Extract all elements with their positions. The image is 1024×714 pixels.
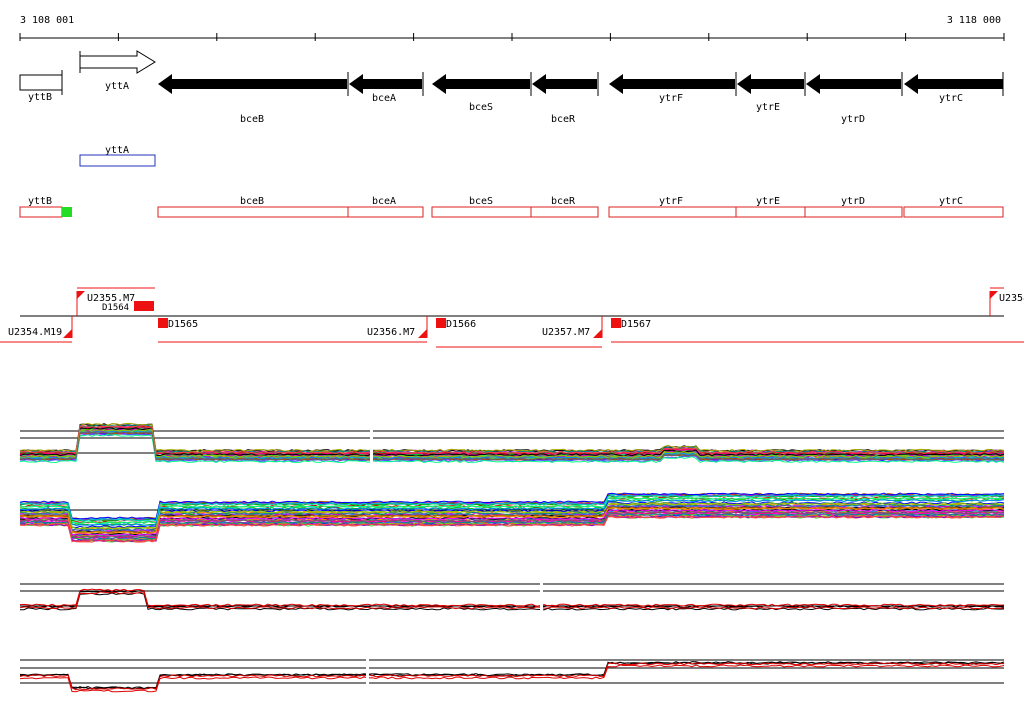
feature-flag-icon[interactable] — [593, 329, 602, 338]
gene-label-bceS: bceS — [469, 102, 493, 113]
gene-label-bceB: bceB — [240, 114, 264, 125]
cds-bceB-box[interactable] — [157, 206, 349, 218]
unit-label-U2357: U2357.M7 — [542, 327, 590, 338]
gene-label-yttB: yttB — [28, 92, 52, 103]
feature-flag-icon[interactable] — [418, 329, 427, 338]
gene-yttA-arrow[interactable] — [79, 50, 156, 74]
gene-label-yttA: yttA — [105, 81, 129, 92]
cds-ytrE-box[interactable] — [735, 206, 806, 218]
feature-D1565-marker[interactable] — [158, 318, 168, 328]
ruler-start-label: 3 108 001 — [20, 15, 74, 26]
gene-ytrF-arrow[interactable] — [609, 74, 735, 94]
expression-track-reverse — [19, 492, 1005, 543]
profile-line — [19, 510, 1005, 539]
unit-label-U2356: U2356.M7 — [367, 327, 415, 338]
gene-label-ytrF: ytrF — [659, 93, 683, 104]
cds-yttB-box[interactable] — [19, 206, 63, 218]
cds-label-ytrE: ytrE — [756, 196, 780, 207]
profile-line — [19, 430, 1005, 460]
profile-line — [19, 492, 1005, 520]
cds-label-ytrC: ytrC — [939, 196, 963, 207]
cds-bceS-box[interactable] — [431, 206, 532, 218]
profile-line — [19, 425, 1004, 454]
profile-line — [19, 499, 1005, 527]
transcription-unit-track: U2355.M7 D1564 U2354.M19 D1565 U2356.M7 … — [0, 287, 1024, 348]
feature-D1566-marker[interactable] — [436, 318, 446, 328]
cds-label-bceR: bceR — [551, 196, 576, 207]
profile-line — [19, 502, 1005, 530]
overlap-label: D1564 — [102, 303, 129, 313]
profile-line — [19, 494, 1004, 522]
ruler-ticks — [19, 33, 1005, 41]
profile-line — [19, 507, 1005, 535]
ruler: 3 108 001 3 118 000 — [19, 15, 1005, 41]
gene-label-bceA: bceA — [372, 93, 396, 104]
feature-red-block[interactable] — [134, 301, 154, 311]
gene-bceR-arrow[interactable] — [532, 74, 597, 94]
cds-ytrC-box[interactable] — [903, 206, 1004, 218]
ruler-end-label: 3 118 000 — [947, 15, 1001, 26]
gene-bceA-arrow[interactable] — [349, 74, 422, 94]
cds-label-bceS: bceS — [469, 196, 493, 207]
cds-label-ytrF: ytrF — [659, 196, 683, 207]
gene-ytrE-arrow[interactable] — [737, 74, 804, 94]
profile-gap — [540, 578, 543, 618]
cds-label-ytrD: ytrD — [841, 196, 865, 207]
profile-line — [19, 502, 1004, 530]
gene-ytrC-arrow[interactable] — [904, 74, 1003, 94]
profile-line — [19, 506, 1005, 534]
profile-line — [19, 590, 1005, 609]
profile-line — [19, 422, 1005, 452]
profile-line — [19, 433, 1005, 464]
transcript-yttA-box[interactable] — [79, 154, 156, 167]
gene-yttB-box[interactable] — [19, 74, 63, 91]
cds-ytrF-box[interactable] — [608, 206, 737, 218]
unit-label-U2354: U2354.M19 — [8, 327, 62, 338]
gene-bceB-arrow[interactable] — [158, 74, 347, 94]
profile-line — [19, 662, 1005, 691]
gene-label-bceR: bceR — [551, 114, 576, 125]
forward-transcript-track: yttA — [79, 145, 156, 167]
profile-line — [19, 588, 1005, 607]
feature-flag-icon[interactable] — [77, 291, 85, 299]
gene-track: yttB yttA bceB bceA bceS bceR ytrF ytrE … — [19, 50, 1004, 125]
expression-summary-forward — [19, 583, 1005, 611]
profile-line — [19, 515, 1005, 543]
profile-line — [19, 431, 1005, 461]
cds-ytrD-box[interactable] — [804, 206, 903, 218]
feature-label-D1565: D1565 — [168, 319, 198, 330]
gene-ytrD-arrow[interactable] — [806, 74, 901, 94]
expression-track-forward — [19, 422, 1005, 464]
unit-label-U2358: U2358 — [999, 293, 1024, 304]
feature-flag-icon[interactable] — [990, 291, 998, 299]
cds-label-bceB: bceB — [240, 196, 264, 207]
cds-label-yttB: yttB — [28, 196, 52, 207]
cds-label-bceA: bceA — [372, 196, 396, 207]
feature-D1567-marker[interactable] — [611, 318, 621, 328]
profile-line — [19, 508, 1004, 537]
profile-line — [19, 424, 1005, 454]
profile-line — [19, 591, 1005, 610]
gene-bceS-arrow[interactable] — [432, 74, 530, 94]
feature-label-D1566: D1566 — [446, 319, 476, 330]
gene-label-ytrC: ytrC — [939, 93, 963, 104]
cds-bceA-box[interactable] — [347, 206, 424, 218]
profile-line — [19, 664, 1005, 693]
transcript-label-yttA: yttA — [105, 145, 129, 156]
unit-label-U2355: U2355.M7 — [87, 293, 135, 304]
cds-bceR-box[interactable] — [530, 206, 599, 218]
feature-label-D1567: D1567 — [621, 319, 651, 330]
profile-line — [19, 427, 1005, 457]
gene-label-ytrD: ytrD — [841, 114, 865, 125]
feature-flag-icon[interactable] — [63, 329, 72, 338]
expression-summary-reverse — [19, 659, 1005, 693]
profile-gap — [366, 650, 369, 696]
profile-line — [19, 429, 1005, 458]
profile-gap — [370, 420, 373, 470]
profile-line — [19, 497, 1005, 525]
cds-track: yttB bceB bceA bceS bceR ytrF ytrE ytrD … — [19, 196, 1004, 218]
gene-label-ytrE: ytrE — [756, 102, 780, 113]
promoter-marker[interactable] — [62, 207, 72, 217]
